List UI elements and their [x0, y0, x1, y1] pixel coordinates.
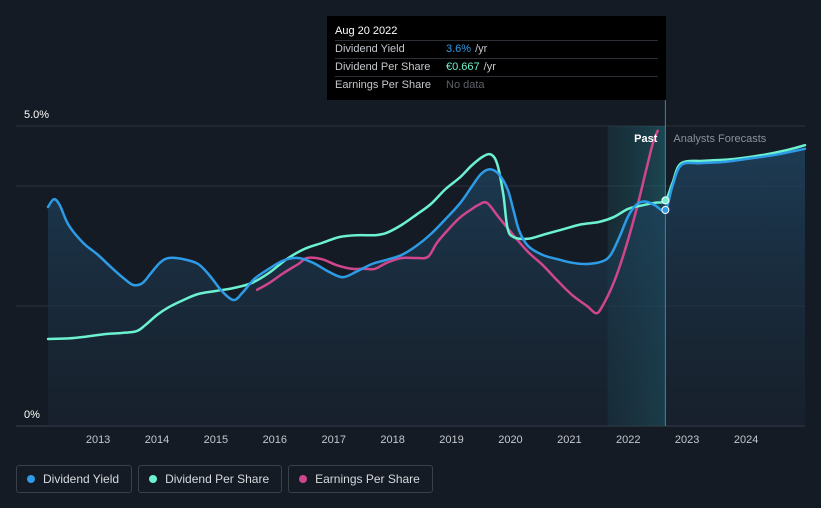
x-tick-label: 2017 [321, 434, 345, 446]
legend-dot-icon [299, 475, 308, 483]
x-tick-label: 2015 [204, 434, 228, 446]
x-tick-label: 2014 [145, 434, 169, 446]
tooltip-label: Dividend Per Share [335, 61, 431, 73]
dividend-yield-area [48, 148, 805, 427]
x-tick-label: 2020 [498, 434, 522, 446]
legend-dot-icon [149, 475, 158, 483]
x-tick-label: 2016 [263, 434, 287, 446]
tooltip-row-dividend-yield: Dividend Yield 3.6% /yr [335, 40, 658, 58]
tooltip-row-earnings-per-share: Earnings Per Share No data [335, 76, 658, 94]
tooltip-label: Dividend Yield [335, 43, 405, 55]
hover-marker [661, 196, 670, 205]
x-tick-label: 2021 [557, 434, 581, 446]
hover-marker [661, 206, 670, 214]
tooltip: Aug 20 2022 Dividend Yield 3.6% /yr Divi… [327, 16, 666, 100]
tooltip-value: No data [446, 79, 485, 91]
legend-item-earnings-per-share[interactable]: Earnings Per Share [288, 465, 433, 493]
legend: Dividend Yield Dividend Per Share Earnin… [16, 465, 433, 493]
forecast-label: Analysts Forecasts [673, 133, 766, 145]
x-tick-label: 2019 [439, 434, 463, 446]
legend-label: Dividend Per Share [165, 472, 270, 486]
x-tick-label: 2023 [675, 434, 699, 446]
y-tick-label: 0% [24, 409, 40, 421]
x-tick-label: 2024 [734, 434, 758, 446]
series-line-dividend-yield [46, 147, 807, 302]
x-tick-label: 2013 [86, 434, 110, 446]
past-label: Past [634, 133, 658, 145]
tooltip-unit: /yr [475, 43, 488, 55]
tooltip-row-dividend-per-share: Dividend Per Share €0.667 /yr [335, 58, 658, 76]
x-tick-label: 2022 [616, 434, 640, 446]
legend-item-dividend-yield[interactable]: Dividend Yield [16, 465, 133, 493]
series-line-earnings-per-share [255, 129, 659, 315]
y-tick-label: 5.0% [24, 109, 49, 121]
legend-label: Dividend Yield [43, 472, 120, 486]
legend-item-dividend-per-share[interactable]: Dividend Per Share [138, 465, 283, 493]
tooltip-value: €0.667 [446, 61, 480, 73]
legend-label: Earnings Per Share [315, 472, 420, 486]
tooltip-label: Earnings Per Share [335, 79, 431, 91]
tooltip-value: 3.6% [446, 43, 472, 55]
tooltip-unit: /yr [483, 61, 496, 73]
x-tick-label: 2018 [380, 434, 404, 446]
tooltip-date: Aug 20 2022 [335, 25, 398, 37]
legend-dot-icon [27, 475, 35, 483]
